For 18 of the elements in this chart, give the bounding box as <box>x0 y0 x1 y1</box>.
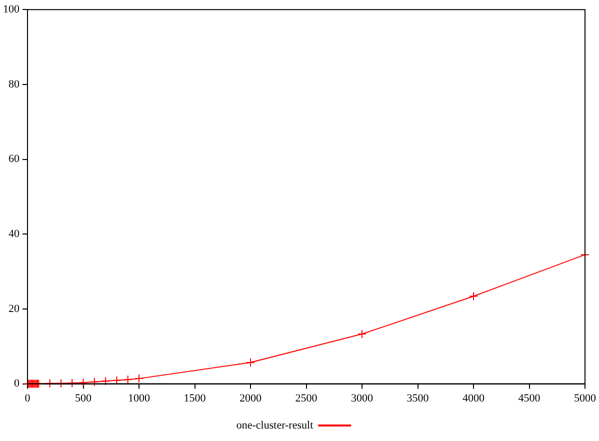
x-tick-label: 0 <box>24 392 31 404</box>
legend-label: one-cluster-result <box>236 419 314 432</box>
x-tick-label: 3000 <box>351 392 374 404</box>
x-tick-label: 500 <box>75 392 92 404</box>
x-tick-label: 5000 <box>574 392 596 404</box>
y-tick-label: 80 <box>8 78 20 90</box>
x-tick-label: 3500 <box>406 392 430 404</box>
y-tick-label: 100 <box>3 3 20 16</box>
y-tick-label: 60 <box>8 153 20 166</box>
x-tick-label: 1000 <box>128 392 150 404</box>
x-tick-label: 1500 <box>184 392 206 404</box>
x-tick-label: 2500 <box>295 392 318 404</box>
x-tick-label: 4500 <box>518 392 541 404</box>
x-tick-label: 2000 <box>240 392 262 404</box>
y-tick-label: 20 <box>8 302 20 315</box>
y-tick-label: 40 <box>8 228 20 240</box>
x-tick-label: 4000 <box>462 392 485 404</box>
y-tick-label: 0 <box>14 378 20 390</box>
